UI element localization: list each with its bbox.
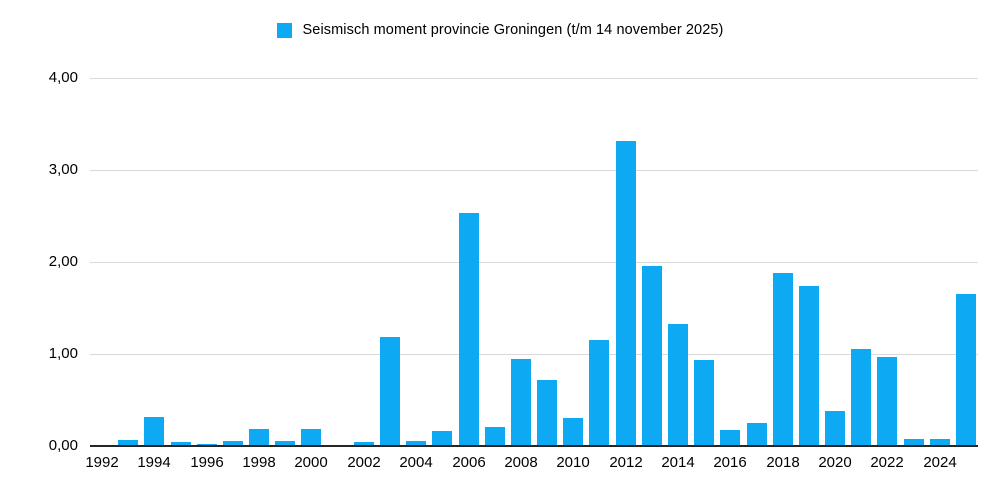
- bar-2018: [773, 273, 793, 446]
- bar-1995: [171, 442, 191, 446]
- bar-2000: [301, 429, 321, 446]
- bar-2009: [537, 380, 557, 446]
- bar-2013: [642, 266, 662, 446]
- bar-2008: [511, 359, 531, 446]
- gridline-y-2: [90, 262, 978, 263]
- x-axis-tick-label: 2004: [399, 454, 433, 471]
- x-axis-tick-label: 2014: [661, 454, 695, 471]
- x-axis-tick-label: 1998: [242, 454, 276, 471]
- chart-legend: Seismisch moment provincie Groningen (t/…: [0, 22, 1000, 38]
- x-axis-tick-label: 2020: [818, 454, 852, 471]
- bar-2022: [877, 357, 897, 446]
- gridline-y-4: [90, 78, 978, 79]
- x-axis-tick-label: 2002: [347, 454, 381, 471]
- bar-2017: [747, 423, 767, 446]
- legend-swatch: [276, 22, 292, 38]
- x-axis-tick-label: 2008: [504, 454, 538, 471]
- x-axis-tick-label: 2010: [556, 454, 590, 471]
- gridline-y-3: [90, 170, 978, 171]
- x-axis-tick-label: 2024: [923, 454, 957, 471]
- x-axis-tick-label: 2016: [713, 454, 747, 471]
- x-axis-tick-label: 2012: [609, 454, 643, 471]
- bar-1997: [223, 441, 243, 446]
- x-axis-tick-label: 1994: [137, 454, 171, 471]
- bar-2002: [354, 442, 374, 446]
- y-axis-tick-label: 1,00: [48, 345, 78, 362]
- x-axis-tick-label: 2000: [294, 454, 328, 471]
- bar-2006: [459, 213, 479, 446]
- bar-1998: [249, 429, 269, 446]
- bar-2003: [380, 337, 400, 446]
- bar-1999: [275, 441, 295, 446]
- bar-2019: [799, 286, 819, 446]
- bar-2010: [563, 418, 583, 446]
- y-axis-tick-label: 2,00: [48, 253, 78, 270]
- bar-2011: [589, 340, 609, 446]
- bar-2005: [432, 431, 452, 446]
- y-axis-tick-label: 0,00: [48, 437, 78, 454]
- bar-2023: [904, 439, 924, 446]
- x-axis-tick-label: 1996: [190, 454, 224, 471]
- x-axis-tick-label: 1992: [85, 454, 119, 471]
- y-axis-tick-label: 3,00: [48, 161, 78, 178]
- y-axis-tick-label: 4,00: [48, 69, 78, 86]
- x-axis-line: [90, 445, 978, 447]
- bar-2007: [485, 427, 505, 446]
- bar-2024: [930, 439, 950, 446]
- bar-1993: [118, 440, 138, 446]
- bar-2004: [406, 441, 426, 446]
- bar-2025: [956, 294, 976, 446]
- x-axis-tick-label: 2006: [452, 454, 486, 471]
- gridline-y-1: [90, 354, 978, 355]
- legend-label: Seismisch moment provincie Groningen (t/…: [302, 22, 724, 38]
- bar-2016: [720, 430, 740, 446]
- bar-2015: [694, 360, 714, 446]
- bar-2021: [851, 349, 871, 446]
- bar-2014: [668, 324, 688, 446]
- bar-2012: [616, 141, 636, 446]
- bar-1994: [144, 417, 164, 446]
- x-axis-tick-label: 2022: [870, 454, 904, 471]
- bar-2020: [825, 411, 845, 446]
- x-axis-tick-label: 2018: [766, 454, 800, 471]
